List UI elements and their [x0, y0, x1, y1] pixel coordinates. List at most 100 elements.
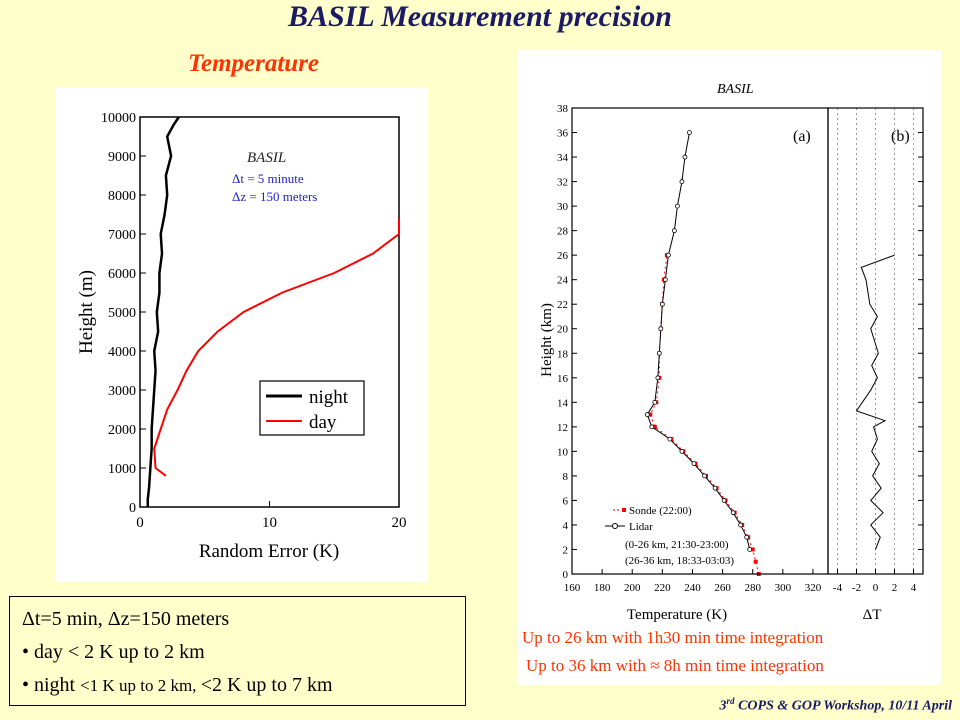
y-tick-label: 12	[557, 422, 568, 434]
x-tick-label-delta: -4	[833, 582, 843, 594]
x-tick-label-delta: 4	[911, 582, 917, 594]
lidar-point	[656, 350, 662, 356]
note-night-low: <1 K up to 2 km,	[80, 676, 201, 695]
note-night: • night <1 K up to 2 km, <2 K up to 7 km	[22, 669, 465, 702]
y-axis-label: Height (m)	[76, 270, 97, 354]
y-tick-label: 4	[563, 520, 569, 532]
x-tick-label: 320	[805, 582, 822, 594]
y-tick-label: 38	[557, 103, 569, 115]
lidar-point	[712, 485, 718, 491]
y-tick-label: 30	[557, 201, 569, 213]
y-tick-label: 2000	[108, 423, 136, 438]
annotation-dz: Δz = 150 meters	[232, 189, 317, 204]
temperature-profile-svg: BASIL 160 180 200 220 240 260 280 300 320 -4 -2 0 2 4…	[539, 82, 924, 623]
lidar-point	[644, 412, 650, 417]
y-tick-label: 7000	[108, 228, 136, 243]
x-tick-label-delta: -2	[852, 582, 861, 594]
y-tick-label: 20	[557, 324, 569, 336]
y-tick-label: 16	[557, 373, 569, 385]
y-tick-label: 10	[557, 446, 569, 458]
y-tick-label: 8000	[108, 189, 136, 204]
legend-label-day: day	[309, 412, 337, 433]
y-tick-label: 8	[563, 471, 569, 483]
legend-label-lidar: Lidar	[629, 521, 653, 533]
y-tick-label: 6000	[108, 267, 136, 282]
x-tick-label-delta: 0	[873, 582, 879, 594]
annotation-basil: BASIL	[247, 150, 286, 166]
lidar-point	[655, 375, 661, 381]
y-tick-label: 10000	[101, 111, 136, 126]
y-tick-label: 36	[557, 128, 569, 140]
footer-ord: 3	[719, 698, 727, 714]
lidar-point	[691, 461, 697, 467]
legend: night day	[259, 380, 365, 436]
lidar-point	[662, 277, 668, 283]
legend-box	[259, 380, 365, 436]
lidar-point	[675, 203, 680, 209]
caption-26km: Up to 26 km with 1h30 min time integrati…	[522, 628, 824, 648]
series-line-night	[146, 116, 180, 507]
footer-sup: rd	[726, 696, 735, 706]
y-tick-label: 4000	[108, 345, 136, 360]
random-error-chart: 0 10 20 0 1000 2000 3000 4000 5000 6000 7000 8000 90…	[56, 87, 428, 582]
x-tick-label: 0	[136, 515, 144, 531]
lidar-point	[665, 252, 671, 258]
legend: Sonde (22:00) Lidar (0-26 km, 21:30-23:0…	[605, 505, 734, 567]
y-axis-label: Height (km)	[539, 303, 555, 377]
series-line-day	[153, 218, 400, 477]
y-tick-label: 6	[563, 495, 569, 507]
x-tick-label: 300	[775, 582, 792, 594]
x-tick-label-delta: 2	[892, 582, 898, 594]
x-tick-label: 260	[714, 582, 731, 594]
x-axis-label: Random Error (K)	[199, 541, 339, 562]
y-tick-label: 24	[557, 275, 569, 287]
temperature-profile-chart: BASIL 160 180 200 220 240 260 280 300 320 -4 -2 0 2 4…	[517, 50, 941, 685]
y-tick-label: 5000	[108, 306, 136, 321]
y-tick-label: 3000	[108, 384, 136, 399]
sonde-point	[652, 424, 657, 429]
x-axis-label: Temperature (K)	[627, 607, 727, 623]
legend-marker-sonde	[622, 508, 626, 512]
lidar-point	[679, 448, 685, 454]
y-tick-label: 9000	[108, 150, 136, 165]
footer-text: COPS & GOP Workshop, 10/11 April	[734, 698, 952, 714]
note-day: • day < 2 K up to 2 km	[22, 641, 205, 663]
lidar-point	[687, 130, 692, 135]
page-title: BASIL Measurement precision	[288, 0, 672, 33]
sonde-point	[750, 547, 755, 552]
x-tick-label: 180	[594, 582, 611, 594]
y-tick-label: 18	[557, 348, 569, 360]
lidar-point	[747, 547, 753, 552]
lidar-point	[649, 424, 655, 430]
legend-label-lidar-range2: (26-36 km, 18:33-03:03)	[625, 555, 734, 567]
x-axis-label-delta: ΔT	[863, 607, 882, 623]
y-tick-label: 0	[563, 569, 569, 581]
footer-workshop: 3rd COPS & GOP Workshop, 10/11 April	[720, 696, 952, 715]
lidar-point	[738, 522, 744, 528]
sonde-point	[753, 559, 758, 564]
note-night-high: <2 K up to 7 km	[200, 674, 333, 696]
y-tick-label: 14	[557, 397, 569, 409]
x-tick-label: 220	[654, 582, 671, 594]
x-tick-label: 200	[624, 582, 641, 594]
legend-label-sonde: Sonde (22:00)	[629, 505, 692, 517]
legend-marker-lidar	[612, 523, 618, 529]
series-line-lidar	[646, 132, 751, 550]
y-tick-label: 0	[129, 501, 136, 516]
y-tick-label: 26	[557, 250, 569, 262]
lidar-point	[671, 228, 677, 234]
caption-36km: Up to 36 km with ≈ 8h min time integrati…	[526, 656, 824, 676]
plot-frame-a	[571, 107, 829, 575]
lidar-point	[682, 154, 688, 160]
section-subtitle: Temperature	[188, 50, 320, 77]
chart-title-basil: BASIL	[717, 82, 754, 97]
panel-label-a: (a)	[793, 128, 811, 145]
note-night-prefix: • night	[22, 674, 81, 696]
note-resolution: Δt=5 min, Δz=150 meters	[22, 608, 230, 630]
lidar-point	[744, 534, 750, 540]
lidar-point	[702, 473, 707, 479]
sonde-point	[648, 412, 653, 417]
y-tick-label: 34	[557, 152, 569, 164]
lidar-point	[658, 326, 664, 332]
y-tick-label: 28	[557, 226, 569, 238]
